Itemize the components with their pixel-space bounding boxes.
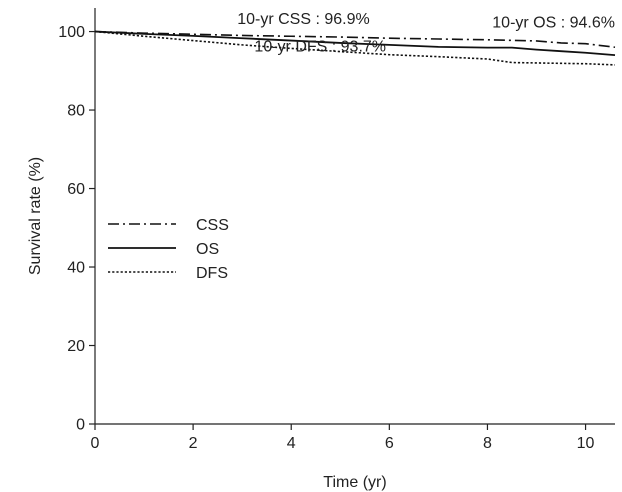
series-line-css (94, 30, 616, 49)
annotation-0: 10-yr CSS : 96.9% (237, 11, 370, 28)
annotation-1: 10-yr OS : 94.6% (492, 15, 615, 32)
y-tick-label-100: 100 (58, 24, 85, 41)
legend-label-css: CSS (196, 217, 229, 234)
x-tick-label-4: 4 (287, 435, 296, 452)
x-tick-label-8: 8 (483, 435, 492, 452)
y-tick-label-60: 60 (67, 181, 85, 198)
axes (94, 8, 615, 425)
legend: CSS OS DFS (108, 217, 229, 282)
x-tick-label-2: 2 (189, 435, 198, 452)
legend-label-dfs: DFS (196, 265, 228, 282)
x-tick-label-6: 6 (385, 435, 394, 452)
annotation-2: 10-yr DFS : 93.7% (254, 38, 386, 55)
legend-label-os: OS (196, 241, 219, 258)
x-axis-label: Time (yr) (323, 474, 386, 491)
series-line-dfs (94, 30, 616, 66)
x-tick-label-0: 0 (91, 435, 100, 452)
y-tick-label-40: 40 (67, 260, 85, 277)
annotations: 10-yr CSS : 96.9% 10-yr OS : 94.6% 10-yr D… (237, 11, 615, 55)
y-tick-label-0: 0 (76, 417, 85, 434)
x-tick-label-10: 10 (577, 435, 595, 452)
y-tick-label-20: 20 (67, 338, 85, 355)
series-layer (94, 30, 616, 66)
y-tick-label-80: 80 (67, 103, 85, 120)
series-line-os (94, 30, 616, 56)
y-axis-label: Survival rate (%) (27, 157, 44, 275)
